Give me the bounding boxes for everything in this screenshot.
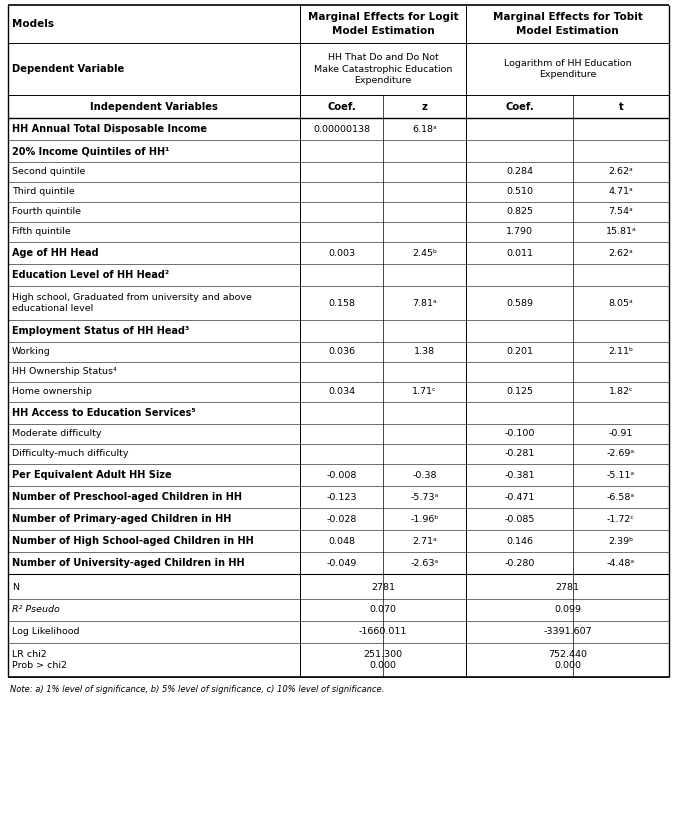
Text: z: z [422, 102, 427, 112]
Text: 2.45ᵇ: 2.45ᵇ [412, 249, 437, 257]
Text: -4.48ᵃ: -4.48ᵃ [607, 559, 635, 568]
Text: -1.96ᵇ: -1.96ᵇ [410, 514, 439, 524]
Text: Marginal Effects for Tobit
Model Estimation: Marginal Effects for Tobit Model Estimat… [493, 13, 642, 36]
Text: Models: Models [12, 19, 54, 29]
Text: 0.825: 0.825 [506, 208, 533, 216]
Text: -0.38: -0.38 [412, 470, 437, 479]
Text: 1.71ᶜ: 1.71ᶜ [412, 387, 437, 397]
Text: N: N [12, 584, 19, 593]
Text: 0.146: 0.146 [506, 537, 533, 545]
Text: -0.381: -0.381 [504, 470, 535, 479]
Text: Age of HH Head: Age of HH Head [12, 248, 99, 258]
Text: 15.81ᵃ: 15.81ᵃ [606, 227, 636, 236]
Text: 1.790: 1.790 [506, 227, 533, 236]
Text: 7.81ᵃ: 7.81ᵃ [412, 298, 437, 307]
Text: 7.54ᵃ: 7.54ᵃ [609, 208, 634, 216]
Text: 0.048: 0.048 [328, 537, 355, 545]
Text: 2.11ᵇ: 2.11ᵇ [609, 347, 634, 357]
Text: Coef.: Coef. [505, 102, 534, 112]
Text: Education Level of HH Head²: Education Level of HH Head² [12, 270, 169, 280]
Text: -0.008: -0.008 [326, 470, 357, 479]
Text: HH Ownership Status⁴: HH Ownership Status⁴ [12, 367, 116, 377]
Text: 0.070: 0.070 [370, 605, 397, 615]
Text: Fifth quintile: Fifth quintile [12, 227, 71, 236]
Text: -0.280: -0.280 [504, 559, 535, 568]
Text: -0.281: -0.281 [504, 449, 535, 458]
Text: Employment Status of HH Head³: Employment Status of HH Head³ [12, 326, 190, 336]
Text: Note: a) 1% level of significance, b) 5% level of significance, c) 10% level of : Note: a) 1% level of significance, b) 5%… [10, 685, 385, 694]
Text: -0.049: -0.049 [326, 559, 357, 568]
Text: 0.00000138: 0.00000138 [313, 124, 370, 134]
Text: Number of High School-aged Children in HH: Number of High School-aged Children in H… [12, 536, 254, 546]
Text: 2.62ᵃ: 2.62ᵃ [609, 168, 634, 176]
Text: 0.011: 0.011 [506, 249, 533, 257]
Text: 752.440
0.000: 752.440 0.000 [548, 650, 587, 670]
Text: Home ownership: Home ownership [12, 387, 92, 397]
Text: Logarithm of HH Education
Expenditure: Logarithm of HH Education Expenditure [504, 59, 632, 79]
Text: 2.62ᵃ: 2.62ᵃ [609, 249, 634, 257]
Text: Per Equivalent Adult HH Size: Per Equivalent Adult HH Size [12, 470, 172, 480]
Text: 0.036: 0.036 [328, 347, 355, 357]
Text: t: t [619, 102, 624, 112]
Text: Number of Primary-aged Children in HH: Number of Primary-aged Children in HH [12, 514, 232, 524]
Text: -0.100: -0.100 [504, 429, 535, 438]
Text: 0.284: 0.284 [506, 168, 533, 176]
Text: HH That Do and Do Not
Make Catastrophic Education
Expenditure: HH That Do and Do Not Make Catastrophic … [314, 53, 452, 84]
Text: 2781: 2781 [371, 584, 395, 593]
Text: -0.91: -0.91 [609, 429, 633, 438]
Text: 1.82ᶜ: 1.82ᶜ [609, 387, 633, 397]
Text: -1.72ᶜ: -1.72ᶜ [607, 514, 635, 524]
Text: 0.125: 0.125 [506, 387, 533, 397]
Text: High school, Graduated from university and above
educational level: High school, Graduated from university a… [12, 293, 252, 313]
Text: Coef.: Coef. [327, 102, 356, 112]
Text: Working: Working [12, 347, 51, 357]
Text: Marginal Effects for Logit
Model Estimation: Marginal Effects for Logit Model Estimat… [307, 13, 458, 36]
Text: 2781: 2781 [556, 584, 580, 593]
Text: -1660.011: -1660.011 [359, 627, 407, 636]
Text: 251.300
0.000: 251.300 0.000 [364, 650, 403, 670]
Text: LR chi2
Prob > chi2: LR chi2 Prob > chi2 [12, 650, 67, 670]
Text: -5.73ᵃ: -5.73ᵃ [410, 493, 439, 502]
Text: HH Access to Education Services⁵: HH Access to Education Services⁵ [12, 408, 196, 418]
Text: 0.034: 0.034 [328, 387, 355, 397]
Text: 6.18ᵃ: 6.18ᵃ [412, 124, 437, 134]
Text: 8.05ᵃ: 8.05ᵃ [609, 298, 634, 307]
Text: Third quintile: Third quintile [12, 188, 74, 196]
Text: Log Likelihood: Log Likelihood [12, 627, 79, 636]
Text: Second quintile: Second quintile [12, 168, 85, 176]
Text: 4.71ᵃ: 4.71ᵃ [609, 188, 634, 196]
Text: Fourth quintile: Fourth quintile [12, 208, 81, 216]
Text: Independent Variables: Independent Variables [90, 102, 218, 112]
Text: 0.099: 0.099 [554, 605, 581, 615]
Text: 0.158: 0.158 [328, 298, 355, 307]
Text: 0.510: 0.510 [506, 188, 533, 196]
Text: 0.589: 0.589 [506, 298, 533, 307]
Text: 0.201: 0.201 [506, 347, 533, 357]
Text: -0.028: -0.028 [326, 514, 357, 524]
Text: -5.11ᵃ: -5.11ᵃ [607, 470, 635, 479]
Text: -2.69ᵃ: -2.69ᵃ [607, 449, 635, 458]
Text: 0.003: 0.003 [328, 249, 355, 257]
Text: 2.71ᵃ: 2.71ᵃ [412, 537, 437, 545]
Text: Moderate difficulty: Moderate difficulty [12, 429, 102, 438]
Text: Number of Preschool-aged Children in HH: Number of Preschool-aged Children in HH [12, 492, 242, 502]
Text: 1.38: 1.38 [414, 347, 435, 357]
Text: R² Pseudo: R² Pseudo [12, 605, 60, 615]
Text: -0.471: -0.471 [504, 493, 535, 502]
Text: Number of University-aged Children in HH: Number of University-aged Children in HH [12, 558, 244, 568]
Text: -6.58ᵃ: -6.58ᵃ [607, 493, 635, 502]
Text: -0.085: -0.085 [504, 514, 535, 524]
Text: Difficulty-much difficulty: Difficulty-much difficulty [12, 449, 129, 458]
Text: HH Annual Total Disposable Income: HH Annual Total Disposable Income [12, 124, 207, 134]
Text: -2.63ᵃ: -2.63ᵃ [410, 559, 439, 568]
Text: -3391.607: -3391.607 [543, 627, 592, 636]
Text: Dependent Variable: Dependent Variable [12, 64, 125, 74]
Text: 2.39ᵇ: 2.39ᵇ [609, 537, 634, 545]
Text: -0.123: -0.123 [326, 493, 357, 502]
Text: 20% Income Quintiles of HH¹: 20% Income Quintiles of HH¹ [12, 146, 169, 156]
